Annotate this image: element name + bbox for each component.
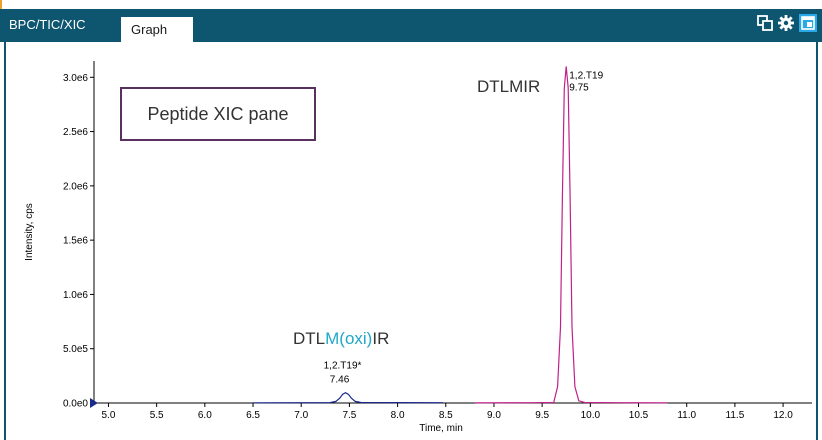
x-tick-label: 11.5 xyxy=(726,410,745,421)
y-tick-label: 2.0e6 xyxy=(63,181,88,192)
x-tick-label: 5.0 xyxy=(102,410,116,421)
pane-callout: Peptide XIC pane xyxy=(120,87,316,141)
y-tick-label: 0.0e0 xyxy=(63,399,88,410)
x-tick-label: 6.0 xyxy=(198,410,212,421)
x-tick-label: 6.5 xyxy=(246,410,260,421)
x-tick-label: 5.5 xyxy=(150,410,164,421)
peak-id-label: 1,2.T19 xyxy=(569,70,603,81)
y-tick-label: 1.5e6 xyxy=(63,236,88,247)
x-tick-label: 9.0 xyxy=(487,410,501,421)
peptide-label-main: DTLMIR xyxy=(477,77,541,96)
x-tick-label: 8.0 xyxy=(391,410,405,421)
x-tick-label: 10.5 xyxy=(629,410,649,421)
x-tick-label: 11.0 xyxy=(677,410,696,421)
accent-mark xyxy=(0,0,2,9)
window-icon[interactable] xyxy=(799,14,817,32)
x-tick-label: 9.5 xyxy=(535,410,549,421)
peak-rt-label: 7.46 xyxy=(330,375,350,386)
series-line-1 xyxy=(474,66,668,404)
x-tick-label: 7.5 xyxy=(342,410,356,421)
graph-pane: 0.0e0 5.0e5 1.0e6 1.5e6 2.0e6 2.5e6 3.0e6 5.0 5.… xyxy=(4,42,818,440)
oxi-suffix: IR xyxy=(372,329,390,348)
x-tick-label: 10.0 xyxy=(581,410,601,421)
y-tick-label: 3.0e6 xyxy=(63,73,88,84)
y-tick-label: 1.0e6 xyxy=(63,290,88,301)
y-tick-label: 2.5e6 xyxy=(63,127,88,138)
x-axis-title: Time, min xyxy=(419,423,463,434)
peak-id-label: 1,2.T19* xyxy=(324,361,362,372)
y-tick-label: 5.0e5 xyxy=(63,344,88,355)
xic-chart: 0.0e0 5.0e5 1.0e6 1.5e6 2.0e6 2.5e6 3.0e6 5.0 5.… xyxy=(24,61,812,434)
tab-bpc-tic-xic[interactable]: BPC/TIC/XIC xyxy=(9,17,86,32)
gear-icon[interactable] xyxy=(777,14,795,32)
x-tick-label: 8.5 xyxy=(439,410,453,421)
x-tick-label: 12.0 xyxy=(773,410,793,421)
series-line-0 xyxy=(252,392,443,404)
peptide-label-oxidized: DTLM(oxi)IR xyxy=(293,329,389,349)
tab-graph[interactable]: Graph xyxy=(120,16,194,42)
x-tick-label: 7.0 xyxy=(294,410,308,421)
peak-rt-label: 9.75 xyxy=(569,82,589,93)
copy-icon[interactable] xyxy=(756,14,774,32)
top-strip xyxy=(0,0,822,9)
y-axis-title: Intensity, cps xyxy=(24,203,35,261)
oxi-modification: M(oxi) xyxy=(325,329,373,348)
zero-marker-icon xyxy=(90,398,98,408)
oxi-prefix: DTL xyxy=(293,329,326,348)
